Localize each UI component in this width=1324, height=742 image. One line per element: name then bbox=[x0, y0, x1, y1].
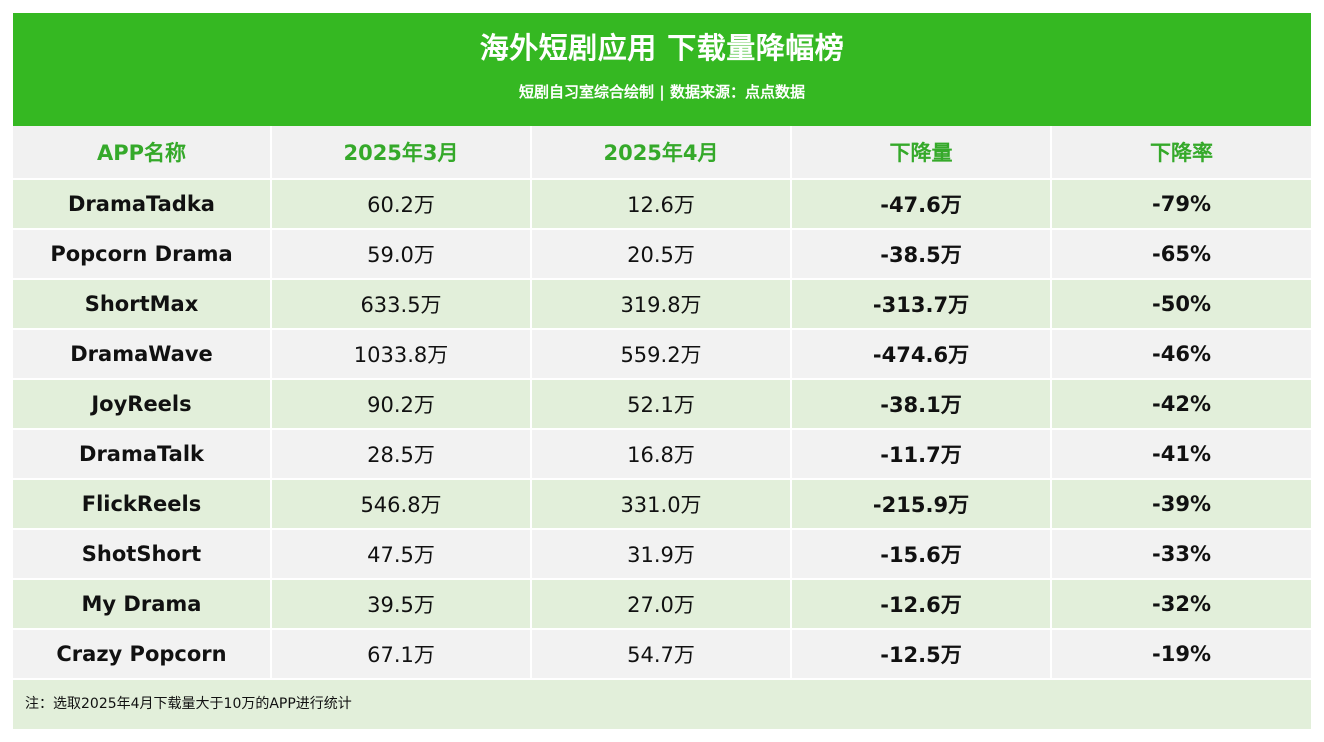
decline-amount-cell: -38.1万 bbox=[791, 379, 1052, 430]
april-downloads-cell: 27.0万 bbox=[531, 579, 792, 630]
decline-amount-cell: -474.6万 bbox=[791, 329, 1052, 380]
april-downloads-cell: 54.7万 bbox=[531, 629, 792, 680]
column-header-decline-amount: 下降量 bbox=[791, 126, 1052, 180]
table-row: ShortMax 633.5万 319.8万 -313.7万 -50% bbox=[13, 279, 1311, 330]
march-downloads-cell: 28.5万 bbox=[271, 429, 532, 480]
decline-rate-cell: -33% bbox=[1051, 529, 1311, 580]
decline-amount-cell: -47.6万 bbox=[791, 179, 1052, 230]
april-downloads-cell: 559.2万 bbox=[531, 329, 792, 380]
decline-amount-cell: -15.6万 bbox=[791, 529, 1052, 580]
decline-rate-cell: -42% bbox=[1051, 379, 1311, 430]
app-name-cell: DramaWave bbox=[13, 329, 272, 380]
table-row: My Drama 39.5万 27.0万 -12.6万 -32% bbox=[13, 579, 1311, 630]
decline-amount-cell: -12.6万 bbox=[791, 579, 1052, 630]
march-downloads-cell: 60.2万 bbox=[271, 179, 532, 230]
decline-rate-cell: -32% bbox=[1051, 579, 1311, 630]
april-downloads-cell: 16.8万 bbox=[531, 429, 792, 480]
decline-amount-cell: -215.9万 bbox=[791, 479, 1052, 530]
app-name-cell: ShotShort bbox=[13, 529, 272, 580]
march-downloads-cell: 39.5万 bbox=[271, 579, 532, 630]
april-downloads-cell: 20.5万 bbox=[531, 229, 792, 280]
table-row: Popcorn Drama 59.0万 20.5万 -38.5万 -65% bbox=[13, 229, 1311, 280]
table-row: ShotShort 47.5万 31.9万 -15.6万 -33% bbox=[13, 529, 1311, 580]
table-row: FlickReels 546.8万 331.0万 -215.9万 -39% bbox=[13, 479, 1311, 530]
april-downloads-cell: 12.6万 bbox=[531, 179, 792, 230]
table-row: Crazy Popcorn 67.1万 54.7万 -12.5万 -19% bbox=[13, 629, 1311, 680]
app-name-cell: Crazy Popcorn bbox=[13, 629, 272, 680]
app-name-cell: DramaTadka bbox=[13, 179, 272, 230]
march-downloads-cell: 47.5万 bbox=[271, 529, 532, 580]
ranking-card: 海外短剧应用 下载量降幅榜 短剧自习室综合绘制 | 数据来源：点点数据 APP名… bbox=[13, 13, 1311, 729]
decline-rate-cell: -46% bbox=[1051, 329, 1311, 380]
decline-amount-cell: -12.5万 bbox=[791, 629, 1052, 680]
march-downloads-cell: 67.1万 bbox=[271, 629, 532, 680]
table-row: DramaTadka 60.2万 12.6万 -47.6万 -79% bbox=[13, 179, 1311, 230]
table-body: DramaTadka 60.2万 12.6万 -47.6万 -79% Popcorn Dr… bbox=[13, 179, 1311, 680]
table-row: DramaWave 1033.8万 559.2万 -474.6万 -46% bbox=[13, 329, 1311, 380]
table-row: JoyReels 90.2万 52.1万 -38.1万 -42% bbox=[13, 379, 1311, 430]
decline-amount-cell: -38.5万 bbox=[791, 229, 1052, 280]
decline-amount-cell: -11.7万 bbox=[791, 429, 1052, 480]
footnote: 注：选取2025年4月下载量大于10万的APP进行统计 bbox=[13, 680, 1311, 729]
decline-rate-cell: -65% bbox=[1051, 229, 1311, 280]
page-subtitle: 短剧自习室综合绘制 | 数据来源：点点数据 bbox=[519, 83, 805, 101]
app-name-cell: JoyReels bbox=[13, 379, 272, 430]
column-header-decline-rate: 下降率 bbox=[1051, 126, 1311, 180]
decline-rate-cell: -79% bbox=[1051, 179, 1311, 230]
decline-rate-cell: -50% bbox=[1051, 279, 1311, 330]
app-name-cell: FlickReels bbox=[13, 479, 272, 530]
april-downloads-cell: 319.8万 bbox=[531, 279, 792, 330]
download-decline-table: APP名称 2025年3月 2025年4月 下降量 下降率 DramaTadka… bbox=[13, 126, 1311, 680]
column-header-march: 2025年3月 bbox=[271, 126, 532, 180]
april-downloads-cell: 331.0万 bbox=[531, 479, 792, 530]
april-downloads-cell: 52.1万 bbox=[531, 379, 792, 430]
decline-rate-cell: -41% bbox=[1051, 429, 1311, 480]
table-header-row: APP名称 2025年3月 2025年4月 下降量 下降率 bbox=[13, 126, 1311, 180]
march-downloads-cell: 90.2万 bbox=[271, 379, 532, 430]
app-name-cell: Popcorn Drama bbox=[13, 229, 272, 280]
app-name-cell: ShortMax bbox=[13, 279, 272, 330]
column-header-april: 2025年4月 bbox=[531, 126, 792, 180]
title-banner: 海外短剧应用 下载量降幅榜 短剧自习室综合绘制 | 数据来源：点点数据 bbox=[13, 13, 1311, 126]
decline-amount-cell: -313.7万 bbox=[791, 279, 1052, 330]
march-downloads-cell: 633.5万 bbox=[271, 279, 532, 330]
march-downloads-cell: 1033.8万 bbox=[271, 329, 532, 380]
column-header-app-name: APP名称 bbox=[13, 126, 272, 180]
table-row: DramaTalk 28.5万 16.8万 -11.7万 -41% bbox=[13, 429, 1311, 480]
decline-rate-cell: -39% bbox=[1051, 479, 1311, 530]
decline-rate-cell: -19% bbox=[1051, 629, 1311, 680]
app-name-cell: My Drama bbox=[13, 579, 272, 630]
april-downloads-cell: 31.9万 bbox=[531, 529, 792, 580]
march-downloads-cell: 59.0万 bbox=[271, 229, 532, 280]
march-downloads-cell: 546.8万 bbox=[271, 479, 532, 530]
page-title: 海外短剧应用 下载量降幅榜 bbox=[479, 31, 845, 65]
app-name-cell: DramaTalk bbox=[13, 429, 272, 480]
